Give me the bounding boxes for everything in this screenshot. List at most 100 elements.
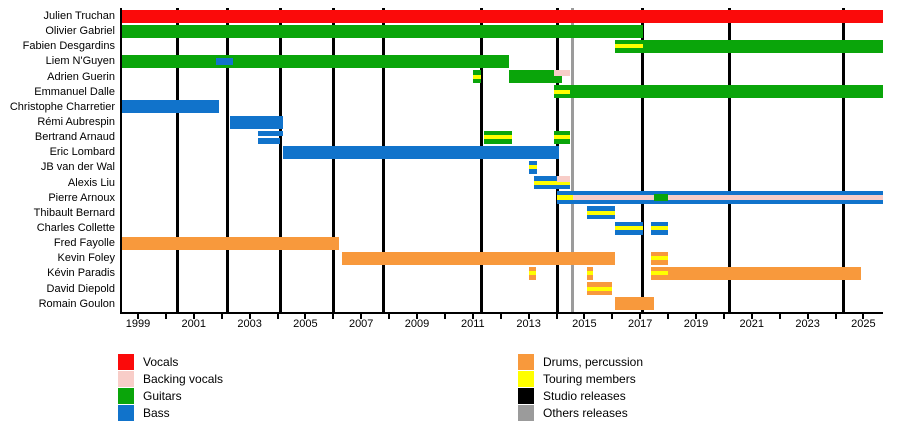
member-bar-drums [528,266,536,280]
legend-swatch-others [518,405,534,421]
axis-year-label: 2023 [795,318,820,330]
member-bar-backing [556,195,883,201]
touring-stripe [651,271,669,276]
axis-tick [722,314,725,319]
member-label: Thibault Bernard [33,206,115,219]
axis-tick [443,314,446,319]
member-label: Romain Goulon [38,297,115,310]
member-bar-bass [216,57,233,65]
studio-release-line [727,8,731,313]
axis-tick [164,314,167,319]
member-label: JB van der Wal [40,161,115,174]
member-bar-backing [556,176,571,183]
member-bar-drums [587,282,613,296]
touring-stripe [534,180,571,185]
member-label: Alexis Liu [67,176,115,189]
member-label: Bertrand Arnaud [34,131,115,144]
member-label: Julien Truchan [43,10,115,22]
member-bar-guitars [121,24,643,38]
studio-release-line [225,8,229,313]
member-label: Kévin Paradis [47,267,115,280]
member-bar-guitars [615,39,643,53]
member-bar-bass [651,221,669,235]
member-bar-backing [553,70,571,77]
studio-release-line [278,8,282,313]
member-bar-guitars [642,39,883,53]
axis-tick [778,314,781,319]
member-bar-bass [257,130,284,137]
member-bar-drums [651,266,669,280]
member-bar-bass [615,221,643,235]
studio-release-line [175,8,179,313]
axis-tick [248,314,251,319]
member-bar-bass [257,138,281,144]
legend-label-backing: Backing vocals [143,372,224,386]
x-axis-line [120,312,883,314]
member-label: Pierre Arnoux [48,191,115,204]
member-bar-guitars [553,85,571,99]
member-label: Fabien Desgardins [22,40,115,53]
axis-year-label: 2017 [627,318,653,330]
member-bar-drums [121,236,339,250]
legend-swatch-guitars [118,388,134,404]
member-bar-guitars [570,85,883,99]
member-bar-guitars [472,70,482,84]
axis-tick [360,314,363,319]
touring-stripe [528,271,536,276]
studio-release-line [556,8,560,313]
studio-release-line [479,8,483,313]
touring-stripe [615,226,643,231]
axis-tick [834,314,837,319]
touring-stripe [483,135,512,140]
touring-stripe [615,44,643,49]
member-bar-touring [556,195,574,201]
member-bar-drums [668,266,861,280]
legend-label-bass: Bass [143,406,170,420]
legend-swatch-drums [518,354,534,370]
axis-year-label: 1999 [125,318,151,330]
touring-stripe [553,135,571,140]
axis-tick [806,314,809,319]
member-label: Kevin Foley [57,252,115,265]
touring-stripe [587,271,593,276]
legend-swatch-backing [118,371,134,387]
member-label: Rémi Aubrespin [37,116,115,129]
legend-swatch-touring [518,371,534,387]
legend-label-studio: Studio releases [543,389,626,403]
member-bar-guitars [121,54,510,68]
axis-tick [220,314,223,319]
axis-tick [471,314,474,319]
axis-tick [137,314,139,319]
studio-release-line [641,8,645,313]
legend-swatch-vocals [118,354,134,370]
member-bar-drums [341,251,616,265]
touring-stripe [587,210,616,215]
other-release-line [570,8,574,313]
legend-label-vocals: Vocals [143,355,179,369]
axis-year-label: 2019 [683,318,709,330]
axis-tick [555,314,558,319]
axis-year-label: 2015 [572,318,597,330]
member-label: David Diepold [46,282,115,295]
member-bar-guitars [553,130,571,144]
studio-release-line [842,8,846,313]
studio-release-line [382,8,386,313]
member-bar-drums [651,251,669,265]
member-bar-bass [587,206,616,220]
member-bar-vocals [121,9,883,23]
legend-swatch-bass [118,405,134,421]
member-bar-bass [528,160,537,174]
axis-year-label: 2025 [851,318,876,330]
member-label: Adrien Guerin [47,70,115,83]
axis-year-label: 2005 [293,318,318,330]
member-bar-bass [121,100,219,114]
member-bar-guitars [654,194,669,202]
member-label: Christophe Charretier [9,100,115,113]
axis-tick [583,314,586,319]
axis-tick [304,314,307,319]
studio-release-line [331,8,335,313]
touring-stripe [553,89,571,94]
legend-swatch-studio [518,388,534,404]
member-label: Fred Fayolle [53,237,115,250]
